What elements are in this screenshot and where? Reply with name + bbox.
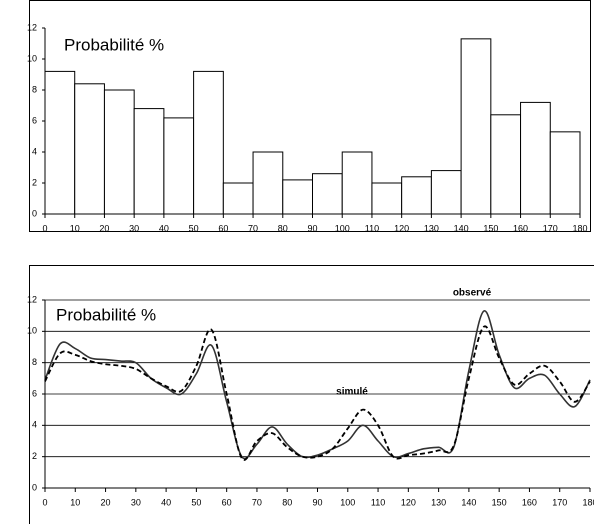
y-tick-label: 2 <box>32 451 37 461</box>
x-tick-label: 0 <box>42 223 47 233</box>
y-tick-label: 0 <box>32 482 37 492</box>
x-tick-label: 170 <box>543 223 558 233</box>
bar <box>193 70 224 215</box>
x-tick-label: 110 <box>365 223 379 233</box>
x-tick-label: 30 <box>131 497 141 507</box>
y-tick-label: 4 <box>32 146 37 156</box>
annotation: Probabilité % <box>64 35 164 54</box>
x-tick-label: 180 <box>582 497 594 507</box>
x-tick-label: 70 <box>248 223 258 233</box>
bar <box>341 151 373 215</box>
x-tick-label: 150 <box>483 223 498 233</box>
x-tick-label: 110 <box>371 497 385 507</box>
x-tick-label: 140 <box>461 497 476 507</box>
x-tick-label: 90 <box>312 497 322 507</box>
y-tick-label: 4 <box>32 420 37 430</box>
x-tick-label: 130 <box>431 497 446 507</box>
bar <box>133 108 165 215</box>
y-tick-label: 10 <box>27 53 37 63</box>
bar <box>282 179 313 215</box>
x-tick-label: 20 <box>101 497 111 507</box>
x-tick-label: 10 <box>70 497 80 507</box>
annotation: simulé <box>336 387 368 398</box>
bar <box>74 83 105 215</box>
x-tick-label: 140 <box>454 223 469 233</box>
bar <box>520 101 551 215</box>
bar <box>222 182 254 215</box>
series-line <box>44 310 591 460</box>
x-tick-label: 60 <box>218 223 228 233</box>
bar <box>490 114 522 215</box>
y-tick-label: 8 <box>32 84 37 94</box>
x-tick-label: 180 <box>572 223 587 233</box>
bar <box>252 151 284 215</box>
y-tick-label: 6 <box>32 388 37 398</box>
x-tick-label: 80 <box>278 223 288 233</box>
x-tick-label: 170 <box>552 497 567 507</box>
x-tick-label: 50 <box>189 223 199 233</box>
x-tick-label: 50 <box>191 497 201 507</box>
y-tick-label: 8 <box>32 357 37 367</box>
x-tick-label: 100 <box>340 497 355 507</box>
series-line <box>44 325 591 461</box>
x-tick-label: 30 <box>129 223 139 233</box>
x-tick-label: 100 <box>335 223 350 233</box>
bar <box>460 38 492 215</box>
x-tick-label: 10 <box>70 223 80 233</box>
y-tick-label: 0 <box>32 208 37 218</box>
y-tick-label: 12 <box>27 22 37 32</box>
x-tick-label: 40 <box>159 223 169 233</box>
x-tick-label: 160 <box>522 497 537 507</box>
x-tick-label: 70 <box>252 497 262 507</box>
annotation: Probabilité % <box>56 305 156 324</box>
bar <box>430 170 462 215</box>
y-tick-label: 6 <box>32 115 37 125</box>
x-tick-label: 130 <box>424 223 439 233</box>
x-tick-label: 60 <box>222 497 232 507</box>
x-tick-label: 120 <box>394 223 409 233</box>
annotation: observé <box>453 288 492 299</box>
bar <box>103 89 135 215</box>
x-tick-label: 40 <box>161 497 171 507</box>
bar <box>549 131 581 215</box>
bar <box>163 117 195 215</box>
x-tick-label: 90 <box>307 223 317 233</box>
bar <box>312 173 343 215</box>
bar <box>371 182 403 215</box>
x-tick-label: 80 <box>282 497 292 507</box>
x-tick-label: 20 <box>99 223 109 233</box>
x-tick-label: 160 <box>513 223 528 233</box>
y-tick-label: 10 <box>27 326 37 336</box>
y-tick-label: 12 <box>27 294 37 304</box>
bar <box>401 176 432 215</box>
bar <box>44 70 76 215</box>
frame <box>29 265 594 524</box>
frame <box>29 0 591 232</box>
y-tick-label: 2 <box>32 177 37 187</box>
x-tick-label: 0 <box>42 497 47 507</box>
x-tick-label: 120 <box>401 497 416 507</box>
x-tick-label: 150 <box>492 497 507 507</box>
